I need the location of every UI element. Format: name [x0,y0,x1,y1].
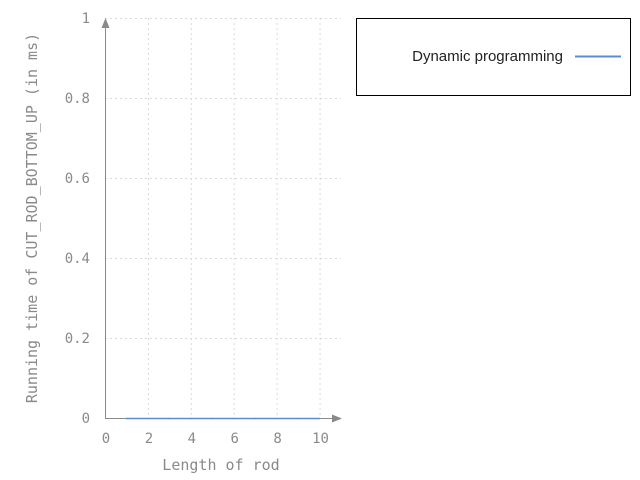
series-lines [125,417,321,420]
tick-labels: 0 2 4 6 8 10 0 0.2 0.4 0.6 0.8 1 [65,11,329,447]
data-point [318,417,321,420]
data-point [254,417,256,420]
legend: Dynamic programming [356,18,631,96]
x-tick-label: 2 [145,431,153,447]
x-tick-label: 4 [188,431,196,447]
data-point [125,417,128,420]
x-tick-label: 8 [273,431,281,447]
y-tick-label: 1 [82,11,90,27]
data-point [275,417,278,420]
y-tick-label: 0.6 [65,171,90,187]
x-axis-label: Length of rod [162,456,279,474]
data-point [211,417,214,420]
data-point [147,417,149,420]
y-tick-label: 0.8 [65,91,90,107]
data-point [168,417,171,420]
y-tick-label: 0.2 [65,331,90,347]
y-axis-label: Running time of CUT_ROD_BOTTOM_UP (in ms… [23,33,41,403]
x-tick-label: 0 [102,431,110,447]
data-point [232,417,235,420]
x-tick-label: 6 [231,431,239,447]
grid [105,18,341,418]
data-point [297,417,299,420]
axes [101,18,342,423]
legend-label: Dynamic programming [412,48,563,65]
y-tick-label: 0 [82,411,90,427]
x-tick-label: 10 [312,431,329,447]
y-tick-label: 0.4 [65,251,90,267]
data-point [190,417,192,420]
